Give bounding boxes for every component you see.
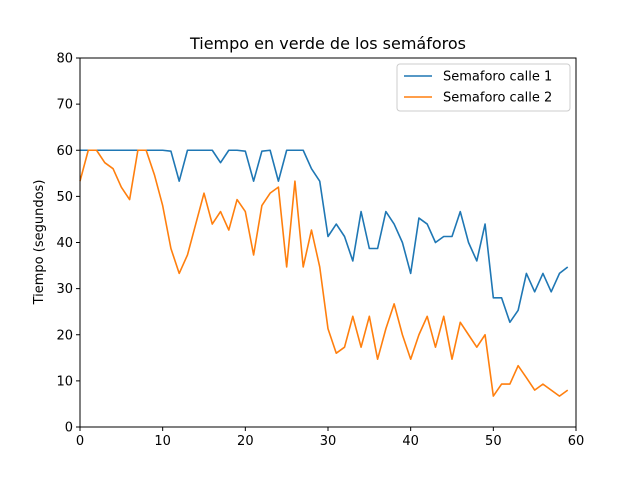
series-line-2 xyxy=(79,149,569,397)
legend-entry: Semaforo calle 1 xyxy=(443,70,552,85)
plot-frame xyxy=(79,57,577,428)
y-tick-label: 0 xyxy=(65,421,73,436)
series-line-1 xyxy=(80,149,569,324)
x-tick-label: 10 xyxy=(154,434,171,449)
y-tick-label: 10 xyxy=(56,374,73,389)
y-tick-label: 40 xyxy=(56,236,73,251)
x-axis: 0 10 20 30 40 50 60 xyxy=(76,427,584,449)
legend-entry: Semaforo calle 2 xyxy=(443,91,552,106)
chart-title: Tiempo en verde de los semáforos xyxy=(189,34,466,53)
y-tick-label: 80 xyxy=(56,52,73,67)
x-tick-label: 20 xyxy=(237,434,254,449)
y-tick-label: 70 xyxy=(56,98,73,113)
y-tick-label: 50 xyxy=(56,190,73,205)
x-tick-label: 30 xyxy=(320,434,337,449)
legend: Semaforo calle 1 Semaforo calle 2 xyxy=(396,63,571,112)
x-tick-label: 60 xyxy=(568,434,585,449)
y-axis: 0 10 20 30 40 50 60 70 80 xyxy=(56,52,80,436)
legend-box xyxy=(396,63,571,112)
x-tick-label: 50 xyxy=(485,434,502,449)
x-tick-label: 0 xyxy=(76,434,84,449)
y-tick-label: 20 xyxy=(56,328,73,343)
y-tick-label: 30 xyxy=(56,282,73,297)
x-tick-label: 40 xyxy=(402,434,419,449)
y-tick-label: 60 xyxy=(56,144,73,159)
y-axis-label: Tiempo (segundos) xyxy=(32,180,47,306)
plot-area xyxy=(79,149,569,397)
